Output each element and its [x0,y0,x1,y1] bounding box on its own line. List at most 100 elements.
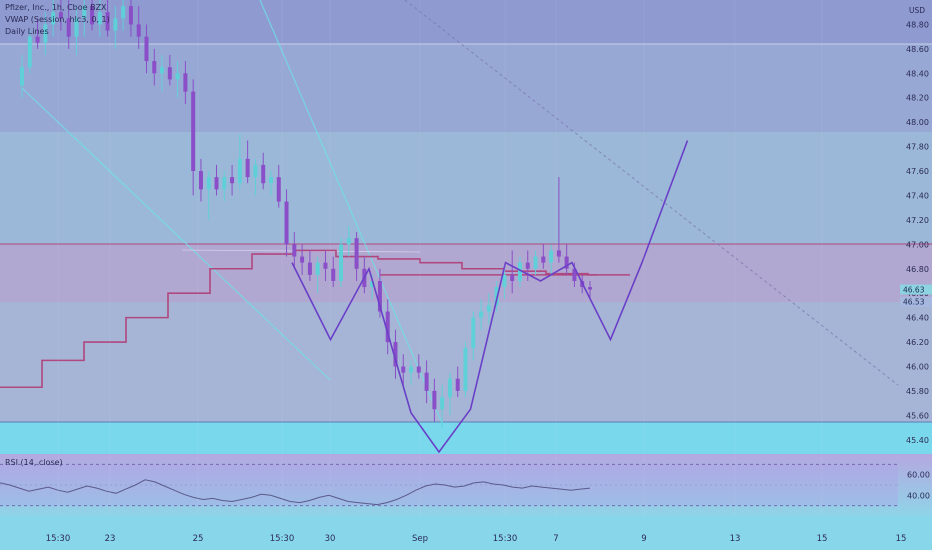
candle-body [113,18,118,31]
candle-body [440,397,445,410]
candle-body [455,378,460,391]
x-tick-label: 25 [193,534,204,544]
candle-body [276,177,281,202]
candle-body [160,67,165,74]
rsi-tick-label: 60.00 [907,471,930,480]
candle-body [136,24,141,37]
band-upper [0,44,932,132]
candle-body [27,36,32,68]
rsi-line [0,479,591,506]
candles [20,0,592,428]
y-tick-label: 47.60 [906,167,929,176]
candle-body [432,390,437,410]
candle-body [191,91,196,172]
x-tick-label: 15:30 [493,534,518,544]
candle-body [486,305,491,312]
x-tick-label: 15:30 [270,534,295,544]
candle-body [377,280,382,312]
candle-body [198,171,203,190]
y-tick-label: 46.40 [906,314,929,323]
rsi-band [0,464,898,506]
candle-body [409,366,414,373]
candle-body [97,12,102,25]
candle-body [471,317,476,349]
y-tick-label: 47.20 [906,216,929,225]
candle-body [346,238,351,245]
candle-body [354,238,359,269]
candle-body [261,164,266,184]
candle-body [393,342,398,367]
x-tick-label: 7 [553,534,558,544]
rsi-label: RSI (14, close) [5,458,63,467]
pattern-path [291,140,689,454]
candle-body [463,348,468,391]
candle-body [183,73,188,92]
y-tick-label: 47.80 [906,143,929,152]
x-tick-label: 13 [730,534,741,544]
candle-body [58,12,63,19]
candle-body [214,177,219,190]
x-tick-label: 15 [896,534,907,544]
time-axis-bg [0,516,932,550]
vwap-path [0,249,630,389]
candle-body [105,12,110,31]
trendline-cyan-1 [21,87,331,381]
candle-body [572,268,577,281]
trendline-dashed [404,0,899,386]
x-tick-label: 15:30 [46,534,71,544]
price-tag-label: 46.63 [903,286,925,295]
y-tick-label: 45.80 [906,387,929,396]
candle-body [268,177,273,184]
y-tick-label: 46.00 [906,362,929,371]
y-tick-label: 45.40 [906,436,929,445]
x-tick-label: 15 [817,534,828,544]
candle-body [494,287,499,306]
x-tick-label: 30 [325,534,336,544]
candle-body [447,378,452,398]
price-tag-bg [900,296,932,307]
currency-label[interactable]: USD [909,6,926,15]
candle-body [230,177,235,184]
y-tick-label: 46.20 [906,338,929,347]
candle-body [517,262,522,281]
candle-body [66,18,71,37]
candle-body [588,287,592,290]
candle-body [307,262,312,275]
candle-body [35,36,40,43]
candle-body [300,256,305,263]
price-tag-bg [900,284,932,295]
candle-body [175,73,180,80]
candle-body [51,12,56,25]
candle-body [144,36,149,62]
candle-body [416,366,421,373]
pattern-lines [291,140,689,454]
candle-body [74,18,79,37]
candle-body [121,6,126,19]
candle-body [237,158,242,184]
y-tick-label: 48.60 [906,45,929,54]
candle-body [510,274,515,281]
candle-body [90,6,95,25]
candle-body [245,158,250,178]
candle-body [167,67,172,80]
x-tick-label: 9 [641,534,646,544]
candle-body [82,6,87,19]
candle-body [479,311,484,318]
candle-body [323,262,328,269]
y-tick-label: 48.00 [906,118,929,127]
candle-body [541,256,546,263]
indicator-vwap-label: VWAP (Session, hlc3, 0, 1) [5,15,110,24]
price-tag-label: 46.53 [903,298,925,307]
y-tick-label: 48.40 [906,69,929,78]
candle-body [43,24,48,43]
rsi-panel: 60.00 40.00 [0,454,932,516]
symbol-title: Pfizer, Inc., 1h, Cboe BZX [5,3,107,12]
candle-body [152,61,157,74]
candle-body [292,244,297,257]
band-mid [0,132,932,244]
candle-body [370,280,375,288]
candle-body [253,164,258,178]
candle-body [331,268,336,281]
